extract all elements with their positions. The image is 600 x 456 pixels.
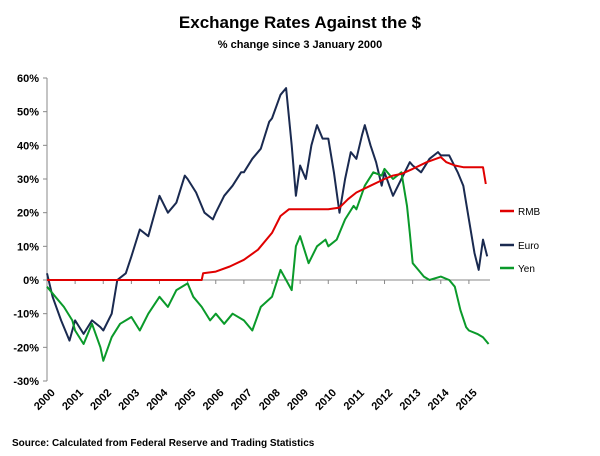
x-tick-label: 2005 xyxy=(173,387,199,413)
x-tick-label: 2015 xyxy=(454,387,480,413)
series-line-yen xyxy=(46,167,490,362)
legend-label-rmb: RMB xyxy=(518,207,541,218)
axes: 60% 50% 40% 30% 20% 10% 0% -10% -20% -30%2000 2001… xyxy=(13,73,490,413)
x-tick-label: 2000 xyxy=(32,387,58,413)
plot-area xyxy=(46,87,490,362)
x-tick-label: 2002 xyxy=(88,387,114,413)
y-tick-label: 10% xyxy=(17,241,39,253)
series-line-euro xyxy=(46,87,489,342)
chart-title: Exchange Rates Against the $ xyxy=(179,13,422,32)
x-tick-label: 2014 xyxy=(426,386,452,412)
x-tick-label: 2011 xyxy=(342,387,367,412)
legend-label-yen: Yen xyxy=(518,264,535,275)
x-tick-label: 2009 xyxy=(285,387,311,413)
y-tick-label: 40% xyxy=(17,140,39,152)
x-tick-label: 2013 xyxy=(398,387,424,413)
x-tick-label: 2010 xyxy=(313,387,339,413)
y-tick-label: 30% xyxy=(17,174,39,186)
x-tick-label: 2012 xyxy=(370,387,396,413)
y-tick-label: -20% xyxy=(13,342,39,354)
x-tick-label: 2008 xyxy=(257,387,283,413)
legend-label-euro: Euro xyxy=(518,241,540,252)
series-line-rmb xyxy=(47,156,487,281)
y-tick-label: -10% xyxy=(13,309,39,321)
x-tick-label: 2003 xyxy=(116,387,142,413)
legend: RMB Euro Yen xyxy=(500,207,541,275)
x-tick-label: 2007 xyxy=(229,387,255,413)
source-note: Source: Calculated from Federal Reserve … xyxy=(12,438,315,449)
x-tick-label: 2006 xyxy=(201,387,227,413)
y-tick-label: 60% xyxy=(17,73,39,85)
y-tick-label: -30% xyxy=(13,376,39,388)
chart-subtitle: % change since 3 January 2000 xyxy=(218,39,382,51)
x-tick-label: 2001 xyxy=(60,387,86,413)
y-tick-label: 20% xyxy=(17,208,39,220)
x-tick-label: 2004 xyxy=(144,386,170,412)
y-tick-label: 50% xyxy=(17,107,39,119)
y-tick-label: 0% xyxy=(23,275,39,287)
